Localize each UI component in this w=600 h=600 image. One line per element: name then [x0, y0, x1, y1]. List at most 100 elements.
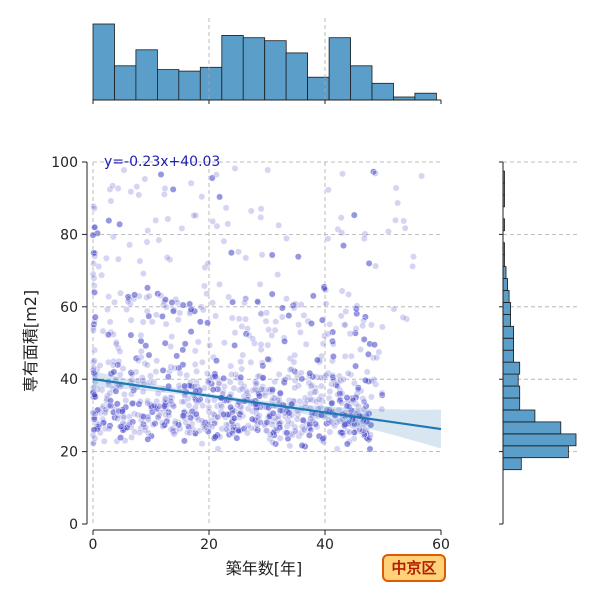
scatter-point [237, 409, 245, 416]
scatter-point [334, 382, 342, 390]
scatter-point [111, 298, 118, 306]
scatter-point [209, 299, 217, 307]
scatter-point [309, 417, 317, 425]
scatter-point [329, 372, 336, 379]
scatter-point [276, 423, 284, 431]
x-tick: 40 [316, 530, 334, 553]
scatter-point [204, 397, 212, 404]
scatter-point [283, 429, 291, 437]
scatter-point [400, 217, 408, 225]
scatter-point [193, 367, 201, 375]
scatter-point [160, 402, 168, 410]
scatter-point [195, 397, 203, 405]
scatter-point [300, 311, 308, 319]
scatter-point [339, 170, 346, 178]
scatter-point [128, 370, 136, 378]
scatter-point [89, 409, 97, 417]
scatter-point [269, 409, 277, 417]
scatter-point [132, 368, 140, 376]
scatter-point [272, 318, 280, 325]
y-axis-label: 専有面積[m2] [21, 290, 40, 392]
scatter-point [148, 403, 155, 410]
scatter-point [201, 264, 209, 271]
scatter-point [366, 445, 374, 453]
scatter-point [110, 361, 117, 369]
scatter-point [287, 365, 295, 373]
scatter-point [231, 164, 239, 172]
scatter-point [173, 352, 181, 360]
scatter-point [144, 429, 152, 437]
scatter-point [333, 445, 341, 453]
scatter-point [349, 396, 357, 404]
scatter-point [326, 388, 334, 395]
scatter-point [96, 362, 104, 369]
scatter-point [139, 318, 147, 326]
scatter-point [203, 370, 211, 377]
scatter-point [329, 337, 336, 345]
scatter-point [276, 434, 284, 442]
scatter-point [206, 341, 214, 349]
scatter-point [128, 433, 136, 441]
scatter-point [125, 295, 133, 303]
scatter-point [346, 428, 354, 436]
scatter-point [305, 379, 313, 387]
scatter-point [331, 422, 338, 430]
scatter-point [394, 199, 401, 207]
scatter-point [315, 396, 323, 403]
scatter-point [263, 309, 270, 317]
scatter-point [359, 427, 367, 435]
scatter-point [301, 394, 309, 402]
scatter-point [113, 400, 121, 408]
scatter-point [281, 337, 288, 345]
scatter-point [141, 175, 149, 183]
scatter-point [212, 312, 220, 320]
scatter-point [94, 385, 102, 393]
scatter-point [167, 398, 175, 405]
scatter-point [262, 427, 270, 435]
y-tick: 40 [60, 372, 87, 388]
scatter-point [322, 300, 330, 308]
scatter-point [296, 328, 304, 336]
scatter-point [127, 316, 135, 324]
scatter-point [226, 378, 234, 386]
scatter-point [190, 212, 198, 219]
scatter-point [228, 314, 236, 322]
scatter-point [89, 366, 97, 374]
scatter-point [106, 185, 114, 193]
scatter-point [378, 323, 386, 331]
scatter-point [264, 355, 272, 363]
scatter-point [161, 185, 169, 192]
axes: 0 20 40 60 0 20 40 60 80 100 [51, 155, 450, 553]
scatter-point [144, 284, 151, 292]
scatter-point [131, 428, 138, 436]
scatter-point [308, 320, 315, 327]
scatter-point [235, 248, 242, 256]
scatter-point [276, 407, 284, 415]
scatter-point [301, 399, 309, 407]
scatter-point [204, 319, 211, 327]
scatter-point [157, 292, 165, 299]
scatter-point [91, 391, 99, 399]
scatter-point [263, 418, 271, 426]
scatter-point [145, 312, 153, 320]
scatter-point [293, 415, 301, 423]
scatter-point [164, 373, 172, 381]
scatter-point [125, 413, 133, 420]
scatter-point [220, 411, 228, 418]
scatter-point [110, 408, 117, 416]
scatter-point [253, 297, 261, 305]
scatter-point [337, 214, 345, 222]
scatter-point [176, 370, 184, 377]
scatter-point [116, 348, 124, 355]
scatter-point [403, 315, 410, 323]
scatter-point [328, 380, 335, 388]
scatter-point [90, 326, 97, 334]
scatter-point [235, 315, 243, 323]
y-hist-bar [502, 421, 562, 435]
scatter-point [243, 429, 251, 437]
scatter-point [257, 205, 265, 213]
scatter-point [105, 402, 113, 410]
scatter-point [185, 402, 193, 409]
scatter-point [137, 347, 145, 355]
scatter-point [211, 372, 219, 380]
